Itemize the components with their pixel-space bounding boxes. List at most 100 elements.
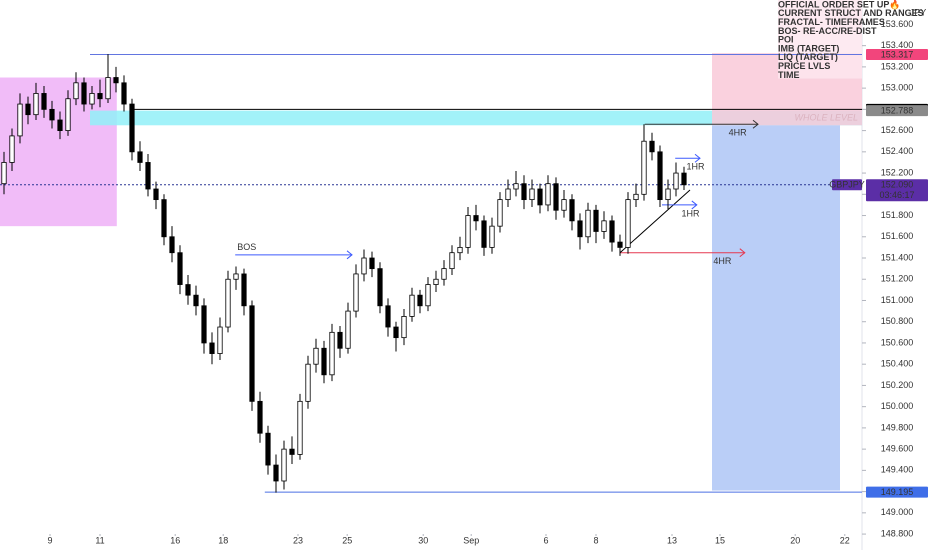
price-tag-label: 153.317: [881, 49, 914, 59]
y-tick-label: 151.000: [881, 295, 914, 305]
candle-body: [25, 103, 31, 116]
candle-body: [497, 199, 503, 227]
note-line: IMB (TARGET): [778, 43, 839, 53]
candle-body: [65, 98, 71, 131]
candle-body: [113, 77, 119, 84]
y-tick-label: 151.200: [881, 274, 914, 284]
y-tick-label: 150.200: [881, 380, 914, 390]
y-tick-label: 149.800: [881, 422, 914, 432]
candle-body: [265, 432, 271, 466]
candle-body: [193, 294, 199, 307]
candle-body: [673, 172, 679, 190]
y-tick-label: 153.200: [881, 61, 914, 71]
candle-body: [449, 252, 455, 270]
y-tick-label: 153.400: [881, 40, 914, 50]
candle-body: [329, 331, 335, 376]
candle-body: [281, 448, 287, 482]
candle-body: [481, 220, 487, 248]
note-line: FRACTAL- TIMEFRAMES: [778, 17, 885, 27]
y-tick-label: 151.400: [881, 252, 914, 262]
candle-body: [73, 82, 79, 100]
y-tick-label: 150.600: [881, 337, 914, 347]
candle-body: [249, 305, 255, 402]
candle-body: [137, 151, 143, 163]
candle-body: [313, 347, 319, 365]
candle-body: [465, 215, 471, 248]
y-tick-label: 149.600: [881, 444, 914, 454]
price-tag: [866, 48, 928, 60]
candle-body: [225, 278, 231, 328]
y-tick-label: 149.000: [881, 507, 914, 517]
candle-body: [593, 209, 599, 232]
x-tick-label: 18: [218, 535, 228, 545]
candle-body: [513, 183, 519, 190]
candle-body: [545, 183, 551, 206]
candle-body: [273, 464, 279, 482]
candle-body: [473, 215, 479, 222]
y-tick-label: 152.600: [881, 125, 914, 135]
y-tick-label: 152.200: [881, 167, 914, 177]
candle-body: [305, 363, 311, 402]
candle-body: [609, 220, 615, 243]
symbol-label: GBPJPY: [829, 180, 865, 190]
x-tick-label: 30: [418, 535, 428, 545]
candle-body: [649, 140, 655, 153]
candle-body: [289, 448, 295, 455]
candle-body: [321, 347, 327, 376]
candle-body: [97, 93, 103, 100]
note-line: POI: [778, 35, 794, 45]
x-tick-label: 15: [715, 535, 725, 545]
candle-body: [657, 151, 663, 201]
candle-body: [457, 246, 463, 254]
drawing-label: 4HR: [713, 256, 732, 266]
x-tick-label: 6: [543, 535, 548, 545]
arrow-head: [691, 200, 698, 210]
candle-body: [57, 119, 63, 131]
candle-body: [401, 316, 407, 339]
candle-body: [409, 294, 415, 317]
arrow-head: [752, 119, 759, 129]
note-line: OFFICIAL ORDER SET UP🔥: [778, 0, 901, 9]
candle-body: [665, 188, 671, 201]
candle-body: [257, 400, 263, 434]
candle-body: [81, 82, 87, 105]
price-tag: [866, 486, 928, 498]
candle-body: [1, 162, 7, 185]
candle-body: [505, 188, 511, 201]
y-tick-label: 152.400: [881, 146, 914, 156]
candle-body: [529, 188, 535, 201]
price-tag-label: 152.090: [881, 180, 914, 190]
candle-body: [41, 93, 47, 110]
symbol-tag: [832, 179, 862, 191]
candle-body: [585, 209, 591, 238]
candle-body: [417, 294, 423, 307]
candle-body: [393, 326, 399, 339]
x-tick-label: 13: [667, 535, 677, 545]
zone: [90, 110, 862, 126]
candle-body: [185, 284, 191, 296]
candle-body: [345, 310, 351, 349]
candle-body: [641, 140, 647, 195]
candle-body: [633, 193, 639, 201]
candle-body: [617, 241, 623, 248]
candle-body: [433, 278, 439, 285]
x-tick-label: 23: [293, 535, 303, 545]
currency: JPY: [910, 7, 927, 17]
candle-body: [177, 252, 183, 285]
candle-body: [297, 400, 303, 455]
x-tick-label: 16: [170, 535, 180, 545]
candle-body: [169, 236, 175, 254]
candle-body: [521, 183, 527, 201]
candle-body: [201, 305, 207, 344]
candle-body: [353, 273, 359, 312]
candle-body: [361, 257, 367, 275]
candle-body: [489, 225, 495, 248]
candle-body: [161, 199, 167, 238]
candle-body: [105, 77, 111, 100]
y-tick-label: 148.800: [881, 528, 914, 538]
price-tag: [866, 179, 928, 202]
candle-body: [561, 199, 567, 211]
x-tick-label: Sep: [463, 535, 479, 545]
candle-body: [377, 268, 383, 307]
